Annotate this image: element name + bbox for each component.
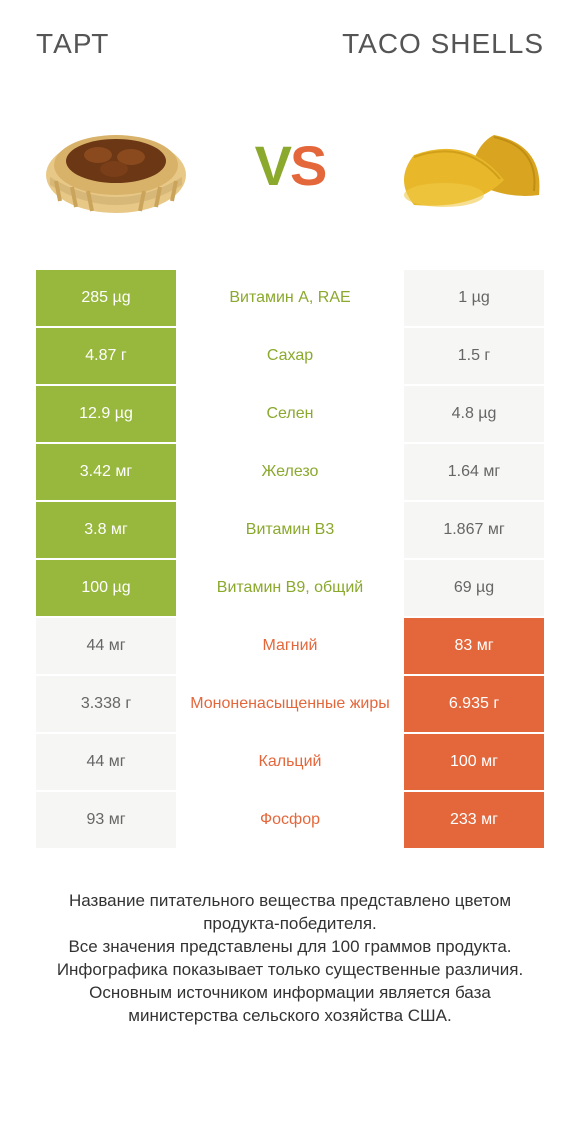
cell-right-value: 69 µg: [404, 560, 544, 616]
footer-line: Инфографика показывает только существенн…: [36, 959, 544, 982]
cell-right-value: 233 мг: [404, 792, 544, 848]
cell-left-value: 44 мг: [36, 734, 176, 790]
table-row: 44 мгМагний83 мг: [36, 618, 544, 676]
vs-row: VS: [0, 70, 580, 270]
table-row: 3.42 мгЖелезо1.64 мг: [36, 444, 544, 502]
cell-right-value: 4.8 µg: [404, 386, 544, 442]
table-row: 285 µgВитамин A, RAE1 µg: [36, 270, 544, 328]
table-row: 93 мгФосфор233 мг: [36, 792, 544, 850]
cell-left-value: 100 µg: [36, 560, 176, 616]
cell-center-label: Сахар: [176, 328, 404, 384]
header-right-title: TACO SHELLS: [342, 28, 544, 60]
table-row: 12.9 µgСелен4.8 µg: [36, 386, 544, 444]
cell-right-value: 1.867 мг: [404, 502, 544, 558]
cell-center-label: Фосфор: [176, 792, 404, 848]
cell-center-label: Кальций: [176, 734, 404, 790]
vs-s: S: [290, 134, 325, 197]
cell-left-value: 93 мг: [36, 792, 176, 848]
taco-image: [384, 85, 544, 245]
cell-left-value: 44 мг: [36, 618, 176, 674]
footer-line: Все значения представлены для 100 граммо…: [36, 936, 544, 959]
comparison-table: 285 µgВитамин A, RAE1 µg4.87 гСахар1.5 г…: [36, 270, 544, 850]
tart-image: [36, 85, 196, 245]
cell-left-value: 285 µg: [36, 270, 176, 326]
table-row: 100 µgВитамин B9, общий69 µg: [36, 560, 544, 618]
cell-center-label: Магний: [176, 618, 404, 674]
cell-center-label: Витамин B3: [176, 502, 404, 558]
table-row: 4.87 гСахар1.5 г: [36, 328, 544, 386]
cell-right-value: 1.5 г: [404, 328, 544, 384]
cell-right-value: 83 мг: [404, 618, 544, 674]
header: ТАРТ TACO SHELLS: [0, 0, 580, 70]
cell-left-value: 4.87 г: [36, 328, 176, 384]
cell-left-value: 12.9 µg: [36, 386, 176, 442]
cell-center-label: Селен: [176, 386, 404, 442]
cell-center-label: Железо: [176, 444, 404, 500]
table-row: 3.338 гМононенасыщенные жиры6.935 г: [36, 676, 544, 734]
cell-right-value: 1.64 мг: [404, 444, 544, 500]
footer-line: Название питательного вещества представл…: [36, 890, 544, 936]
table-row: 3.8 мгВитамин B31.867 мг: [36, 502, 544, 560]
cell-left-value: 3.8 мг: [36, 502, 176, 558]
footer-note: Название питательного вещества представл…: [0, 850, 580, 1028]
cell-center-label: Витамин A, RAE: [176, 270, 404, 326]
cell-right-value: 6.935 г: [404, 676, 544, 732]
vs-v: V: [255, 134, 290, 197]
cell-left-value: 3.338 г: [36, 676, 176, 732]
table-row: 44 мгКальций100 мг: [36, 734, 544, 792]
header-left-title: ТАРТ: [36, 28, 109, 60]
cell-right-value: 1 µg: [404, 270, 544, 326]
cell-center-label: Мононенасыщенные жиры: [176, 676, 404, 732]
cell-right-value: 100 мг: [404, 734, 544, 790]
cell-center-label: Витамин B9, общий: [176, 560, 404, 616]
vs-label: VS: [255, 133, 326, 198]
cell-left-value: 3.42 мг: [36, 444, 176, 500]
footer-line: Основным источником информации является …: [36, 982, 544, 1028]
